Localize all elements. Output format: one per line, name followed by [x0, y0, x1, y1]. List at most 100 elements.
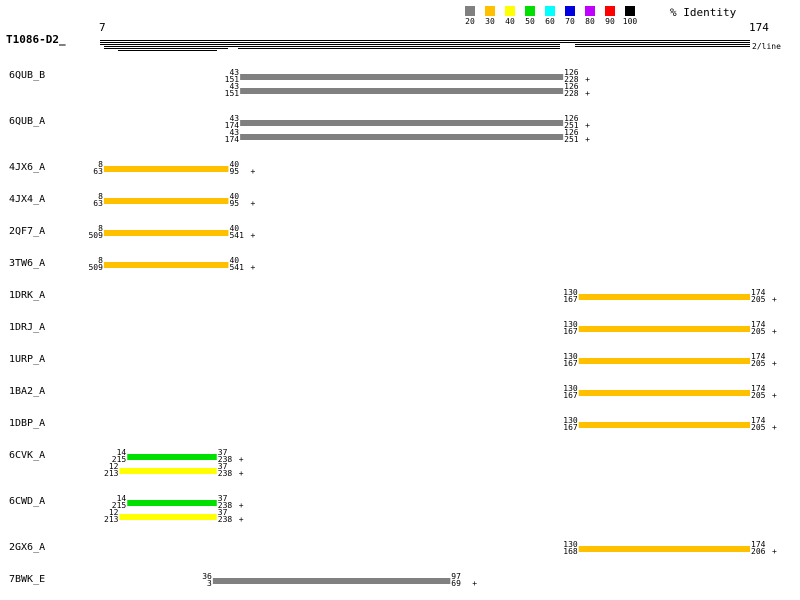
query-start-num: 130: [563, 288, 578, 297]
query-end-num: 174: [751, 540, 766, 549]
query-end-num: 174: [751, 352, 766, 361]
subject-start-num: 3: [207, 579, 212, 588]
subject-start-num: 63: [93, 167, 103, 176]
subject-start-num: 167: [563, 327, 578, 336]
strand-plus: +: [585, 135, 590, 144]
hit-name: 7BWK_E: [9, 574, 45, 585]
query-end-num: 126: [564, 82, 579, 91]
hit-bar: [212, 578, 451, 584]
subject-start-num: 151: [225, 75, 240, 84]
query-start-num: 130: [563, 416, 578, 425]
query-start-num: 130: [563, 540, 578, 549]
legend-swatch-50: [525, 6, 535, 16]
legend-label-60: 60: [545, 17, 555, 26]
query-end-num: 37: [218, 448, 228, 457]
strand-plus: +: [772, 359, 777, 368]
query-start-num: 14: [117, 448, 127, 457]
legend-swatch-100: [625, 6, 635, 16]
legend-label-20: 20: [465, 17, 475, 26]
query-end-num: 174: [751, 288, 766, 297]
subject-end-num: 95: [229, 199, 239, 208]
subject-end-num: 205: [751, 295, 766, 304]
hit-name: 4JX4_A: [9, 194, 45, 205]
query-end-num: 174: [751, 416, 766, 425]
legend-label-40: 40: [505, 17, 515, 26]
strand-plus: +: [772, 391, 777, 400]
subject-end-num: 251: [564, 121, 579, 130]
query-end-num: 40: [229, 256, 239, 265]
subject-end-num: 205: [751, 327, 766, 336]
hit-bar: [240, 134, 564, 140]
query-start-num: 36: [202, 572, 212, 581]
query-end-label: 174: [749, 21, 769, 34]
subject-end-num: 228: [564, 89, 579, 98]
query-end-num: 174: [751, 320, 766, 329]
subject-end-num: 238: [218, 515, 233, 524]
strand-plus: +: [585, 89, 590, 98]
hit-bar: [119, 514, 217, 520]
hit-name: 6CWD_A: [9, 496, 45, 507]
subject-start-num: 167: [563, 423, 578, 432]
hit-bar: [103, 262, 229, 268]
strand-plus: +: [772, 327, 777, 336]
query-start-num: 12: [109, 508, 119, 517]
query-end-num: 97: [451, 572, 461, 581]
legend-label-90: 90: [605, 17, 615, 26]
legend-label-70: 70: [565, 17, 575, 26]
query-start-num: 8: [98, 224, 103, 233]
subject-end-num: 228: [564, 75, 579, 84]
strand-plus: +: [250, 231, 255, 240]
subject-end-num: 206: [751, 547, 766, 556]
subject-end-num: 205: [751, 423, 766, 432]
query-end-num: 40: [229, 160, 239, 169]
hit-bar: [578, 422, 750, 428]
subject-start-num: 213: [104, 515, 119, 524]
subject-start-num: 509: [88, 263, 103, 272]
hit-name: 1BA2_A: [9, 386, 45, 397]
subject-start-num: 167: [563, 359, 578, 368]
subject-start-num: 215: [112, 501, 127, 510]
legend-label-50: 50: [525, 17, 535, 26]
query-start-num: 43: [229, 68, 239, 77]
subject-start-num: 213: [104, 469, 119, 478]
hit-name: 1DRJ_A: [9, 322, 45, 333]
query-name: T1086-D2_: [6, 33, 66, 46]
legend-label-100: 100: [623, 17, 638, 26]
subject-end-num: 541: [229, 231, 244, 240]
query-start-num: 8: [98, 256, 103, 265]
hit-name: 2QF7_A: [9, 226, 45, 237]
strand-plus: +: [585, 121, 590, 130]
subject-start-num: 167: [563, 295, 578, 304]
strand-plus: +: [472, 579, 477, 588]
hit-bar: [103, 198, 229, 204]
strand-plus: +: [239, 455, 244, 464]
legend-title: % Identity: [670, 6, 737, 19]
hit-name: 1DBP_A: [9, 418, 45, 429]
hit-bar: [103, 230, 229, 236]
hit-name: 3TW6_A: [9, 258, 45, 269]
hit-name: 1DRK_A: [9, 290, 45, 301]
legend-swatch-30: [485, 6, 495, 16]
legend-swatch-80: [585, 6, 595, 16]
query-start-num: 130: [563, 352, 578, 361]
subject-start-num: 168: [563, 547, 578, 556]
strand-plus: +: [585, 75, 590, 84]
strand-plus: +: [239, 469, 244, 478]
subject-end-num: 95: [229, 167, 239, 176]
query-start-num: 130: [563, 384, 578, 393]
hit-bar: [578, 390, 750, 396]
subject-end-num: 541: [229, 263, 244, 272]
legend-label-80: 80: [585, 17, 595, 26]
hit-bar: [127, 454, 217, 460]
query-end-num: 37: [218, 462, 228, 471]
hit-bar: [578, 326, 750, 332]
query-start-label: 7: [99, 21, 106, 34]
legend-swatch-70: [565, 6, 575, 16]
